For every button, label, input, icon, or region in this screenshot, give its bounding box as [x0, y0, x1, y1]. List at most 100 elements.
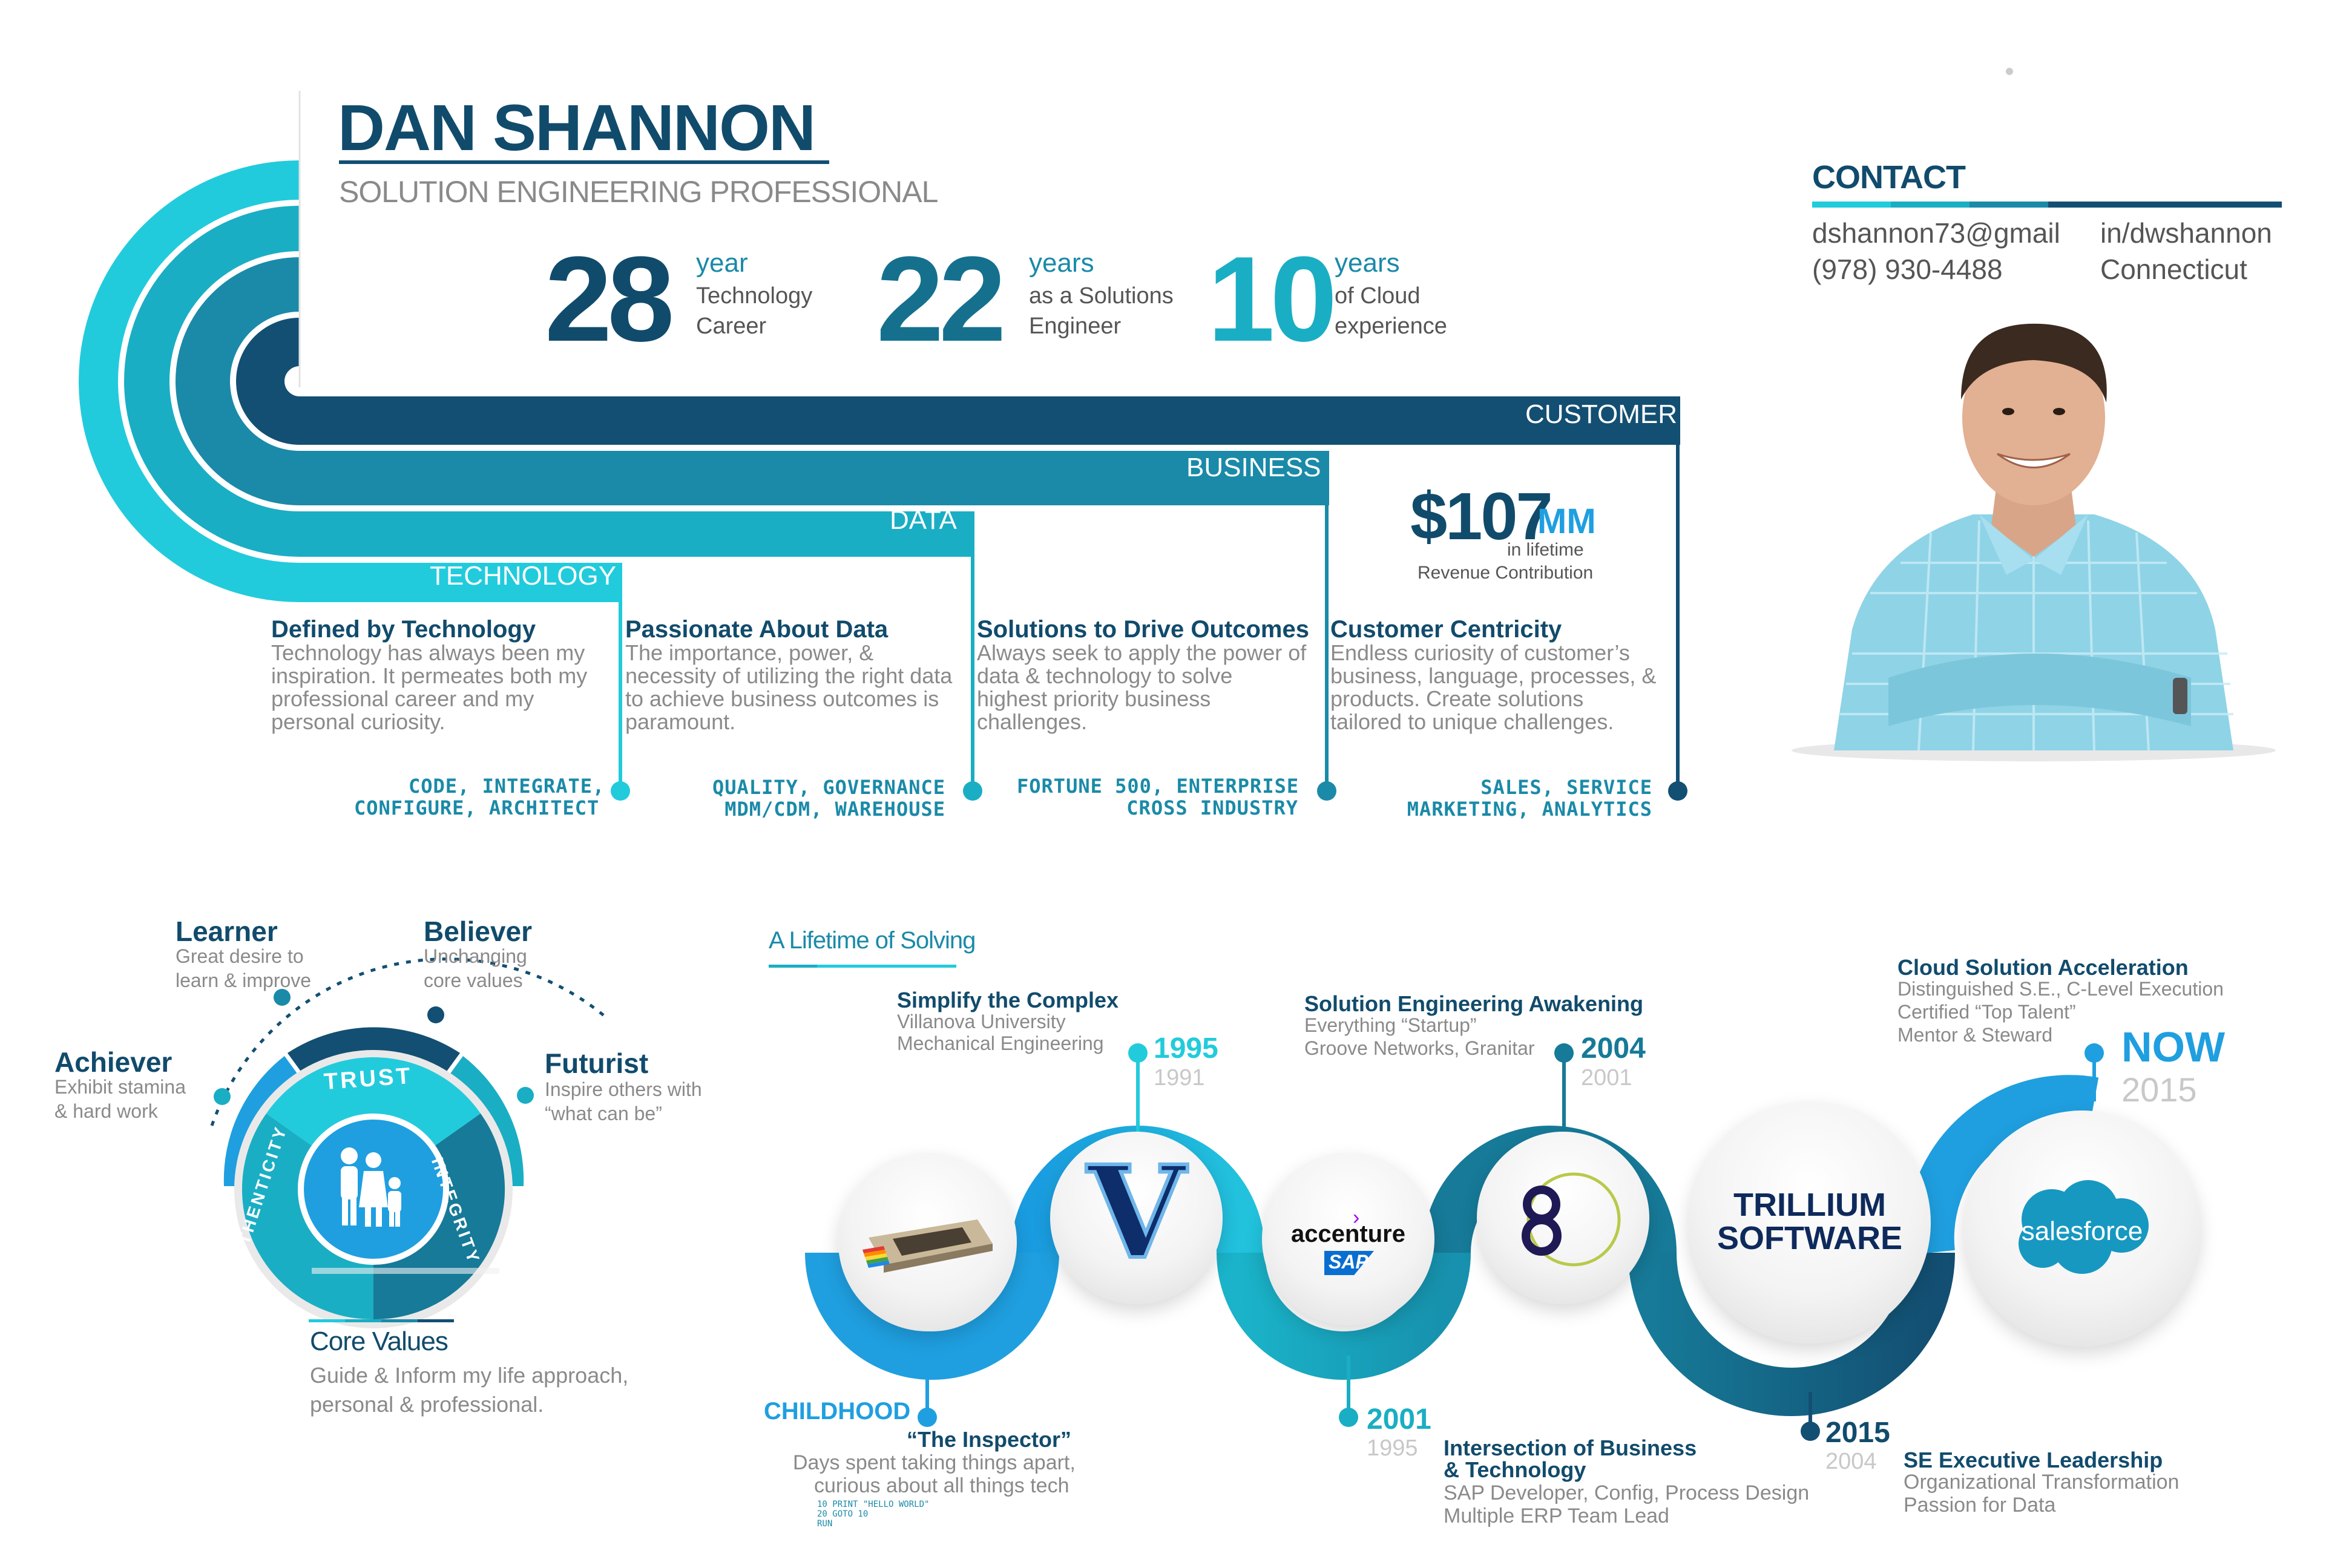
event-subyear: 2015 — [2121, 1071, 2197, 1109]
stat-unit: years — [1029, 248, 1094, 278]
band-drop-lines — [619, 445, 1680, 790]
trillium-logo-line2: SOFTWARE — [1717, 1220, 1902, 1256]
event-title: Intersection of Business — [1444, 1435, 1697, 1460]
event-title: SE Executive Leadership — [1904, 1448, 2163, 1472]
logo-circle-groove — [1477, 1132, 1649, 1304]
timeline-heading: A Lifetime of Solving — [769, 927, 976, 954]
trillium-logo-line1: TRILLIUM — [1733, 1187, 1886, 1223]
band-label-business: BUSINESS — [1186, 453, 1321, 482]
event-text: Days spent taking things apart, — [793, 1451, 1076, 1474]
pillar-text: tailored to unique challenges. — [1330, 709, 1614, 734]
pillar-tag: CODE, INTEGRATE, — [409, 775, 605, 798]
pillar-tag: MARKETING, ANALYTICS — [1407, 798, 1652, 821]
pillar-text: Endless curiosity of customer’s — [1330, 640, 1630, 665]
career-arcs — [79, 160, 1680, 602]
stat-line2: Career — [696, 313, 767, 339]
pillar-text: Technology has always been my — [271, 640, 585, 665]
contact-location: Connecticut — [2100, 254, 2247, 285]
event-title: Simplify the Complex — [897, 988, 1119, 1012]
pillar-title: Defined by Technology — [271, 616, 536, 643]
logo-circle-villanova: V — [1050, 1132, 1223, 1304]
pillar-text: Always seek to apply the power of — [977, 640, 1307, 665]
pillar-text: products. Create solutions — [1330, 686, 1584, 711]
event-year: 1995 — [1154, 1032, 1218, 1064]
contact-email[interactable]: dshannon73@gmail — [1812, 217, 2060, 249]
band-dots — [611, 781, 1687, 801]
pillar-tag: QUALITY, GOVERNANCE — [712, 776, 945, 799]
trait-text: Inspire others with — [545, 1078, 702, 1100]
profile-photo — [1792, 323, 2276, 761]
pillar-text: necessity of utilizing the right data — [625, 663, 953, 688]
trait-title-futurist: Futurist — [545, 1048, 649, 1079]
event-text: Multiple ERP Team Lead — [1444, 1504, 1669, 1527]
stat-number: 10 — [1207, 232, 1337, 367]
contact-heading: CONTACT — [1812, 159, 1966, 195]
event-code: RUN — [817, 1519, 833, 1529]
computer-icon — [862, 1219, 993, 1273]
event-label: CHILDHOOD — [764, 1398, 911, 1425]
pillar-tag: CONFIGURE, ARCHITECT — [354, 796, 600, 819]
stat-number: 22 — [876, 232, 1006, 367]
trait-title-believer: Believer — [424, 916, 533, 947]
resume-subtitle: SOLUTION ENGINEERING PROFESSIONAL — [339, 175, 938, 209]
event-text: Distinguished S.E., C-Level Execution — [1897, 978, 2224, 1000]
event-text: Groove Networks, Granitar — [1304, 1037, 1535, 1059]
band-label-technology: TECHNOLOGY — [430, 561, 617, 591]
stat-line1: Technology — [696, 283, 813, 309]
event-title: Solution Engineering Awakening — [1304, 991, 1644, 1016]
trait-text: core values — [424, 969, 523, 991]
event-text: Passion for Data — [1904, 1494, 2056, 1517]
event-text: Certified “Top Talent” — [1897, 1001, 2076, 1023]
event-text: Everything “Startup” — [1304, 1014, 1477, 1036]
family-icon — [341, 1147, 401, 1227]
event-text: Organizational Transformation — [1904, 1471, 2180, 1494]
contact-linkedin[interactable]: in/dwshannon — [2100, 217, 2272, 249]
pillar-tag: MDM/CDM, WAREHOUSE — [724, 798, 945, 821]
logo-circle-trillium: TRILLIUM SOFTWARE — [1689, 1101, 1931, 1343]
stat-line1: as a Solutions — [1029, 283, 1174, 309]
trait-text: Great desire to — [176, 945, 304, 967]
pillar-text: highest priority business — [977, 686, 1211, 711]
event-subyear: 1995 — [1367, 1435, 1418, 1461]
core-values-text: personal & professional. — [310, 1392, 544, 1417]
trait-text: learn & improve — [176, 969, 312, 991]
logo-circle-commodore — [838, 1153, 1017, 1331]
pillar-text: professional career and my — [271, 686, 534, 711]
stat-line2: Engineer — [1029, 313, 1122, 339]
pillar-text: personal curiosity. — [271, 709, 445, 734]
pillar-text: The importance, power, & — [625, 640, 874, 665]
pillar-title: Solutions to Drive Outcomes — [977, 616, 1309, 643]
event-year: 2001 — [1367, 1403, 1431, 1435]
event-subyear: 2004 — [1825, 1449, 1877, 1474]
core-values-title: Core Values — [310, 1327, 448, 1356]
revenue-line1: in lifetime — [1507, 540, 1584, 560]
pillar-tag: FORTUNE 500, ENTERPRISE — [1017, 775, 1299, 798]
contact-phone[interactable]: (978) 930-4488 — [1812, 254, 2003, 285]
stat-line2: experience — [1335, 313, 1447, 339]
event-text: Villanova University — [897, 1011, 1066, 1032]
resume-name: DAN SHANNON — [338, 91, 816, 164]
revenue-line2: Revenue Contribution — [1418, 563, 1594, 583]
trait-title-learner: Learner — [176, 916, 278, 947]
event-code: 10 PRINT "HELLO WORLD" — [817, 1500, 930, 1509]
pillar-text: business, language, processes, & — [1330, 663, 1657, 688]
pillar-tag: CROSS INDUSTRY — [1126, 796, 1298, 819]
pillar-text: challenges. — [977, 709, 1088, 734]
pillar-tag: SALES, SERVICE — [1480, 776, 1652, 799]
salesforce-logo: salesforce — [2021, 1216, 2143, 1246]
values-dotted-arc — [210, 957, 606, 1126]
event-year: 2015 — [1825, 1417, 1890, 1449]
event-year: NOW — [2121, 1023, 2226, 1071]
pillar-text: data & technology to solve — [977, 663, 1233, 688]
event-title: & Technology — [1444, 1457, 1586, 1482]
event-year: 2004 — [1581, 1032, 1646, 1064]
band-label-customer: CUSTOMER — [1525, 399, 1677, 429]
trait-text: Exhibit stamina — [54, 1076, 186, 1098]
event-code: 20 GOTO 10 — [817, 1509, 869, 1519]
stat-unit: years — [1335, 248, 1400, 278]
pillar-title: Customer Centricity — [1330, 616, 1562, 643]
trait-title-achiever: Achiever — [54, 1046, 172, 1078]
accenture-mark-icon: › — [1353, 1206, 1360, 1229]
trait-text: & hard work — [54, 1100, 158, 1122]
accenture-logo: accenture — [1291, 1221, 1405, 1247]
